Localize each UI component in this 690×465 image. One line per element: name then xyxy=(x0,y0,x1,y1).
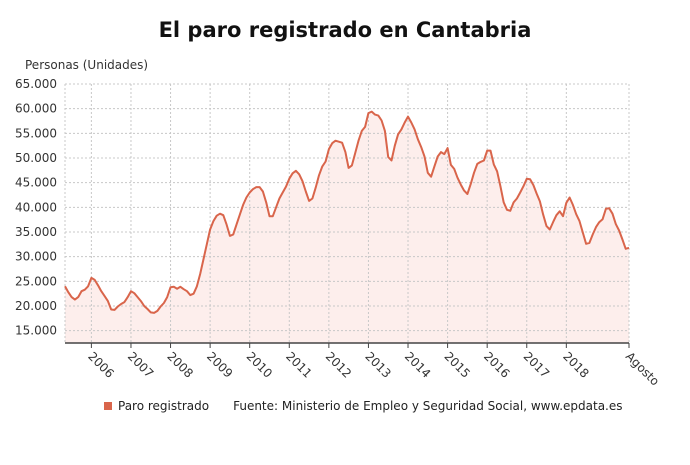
legend-swatch xyxy=(104,402,112,410)
y-tick-label: 60.000 xyxy=(15,102,57,116)
x-tick-label: 2011 xyxy=(283,349,314,380)
y-tick-label: 65.000 xyxy=(15,77,57,91)
x-tick-label: 2010 xyxy=(244,349,275,380)
x-tick-label: 2015 xyxy=(441,349,472,380)
x-tick-label: 2006 xyxy=(85,349,116,380)
x-tick-label: 2007 xyxy=(125,349,156,380)
y-tick-label: 15.000 xyxy=(15,324,57,338)
y-tick-label: 45.000 xyxy=(15,176,57,190)
x-tick-label: 2009 xyxy=(204,349,235,380)
x-tick-label: 2018 xyxy=(560,349,591,380)
legend: Paro registrado Fuente: Ministerio de Em… xyxy=(104,399,623,413)
legend-label: Paro registrado xyxy=(118,399,210,413)
area-fill xyxy=(65,111,629,343)
x-tick-label: 2012 xyxy=(323,349,354,380)
x-tick-label: 2014 xyxy=(402,349,433,380)
y-tick-label: 25.000 xyxy=(15,274,57,288)
y-tick-label: 55.000 xyxy=(15,126,57,140)
x-tick-label: 2013 xyxy=(362,349,393,380)
y-axis-label: Personas (Unidades) xyxy=(25,58,149,72)
y-tick-label: 50.000 xyxy=(15,151,57,165)
y-tick-label: 35.000 xyxy=(15,225,57,239)
series-line xyxy=(64,110,630,314)
y-tick-label: 40.000 xyxy=(15,200,57,214)
x-tick-label: 2016 xyxy=(481,349,512,380)
y-tick-label: 30.000 xyxy=(15,250,57,264)
y-tick-label: 20.000 xyxy=(15,299,57,313)
x-tick-label: Agosto xyxy=(623,349,662,388)
x-tick-label: 2008 xyxy=(164,349,195,380)
chart-title: El paro registrado en Cantabria xyxy=(158,18,532,42)
x-tick-label: 2017 xyxy=(521,349,552,380)
source-note: Fuente: Ministerio de Empleo y Seguridad… xyxy=(233,399,623,413)
